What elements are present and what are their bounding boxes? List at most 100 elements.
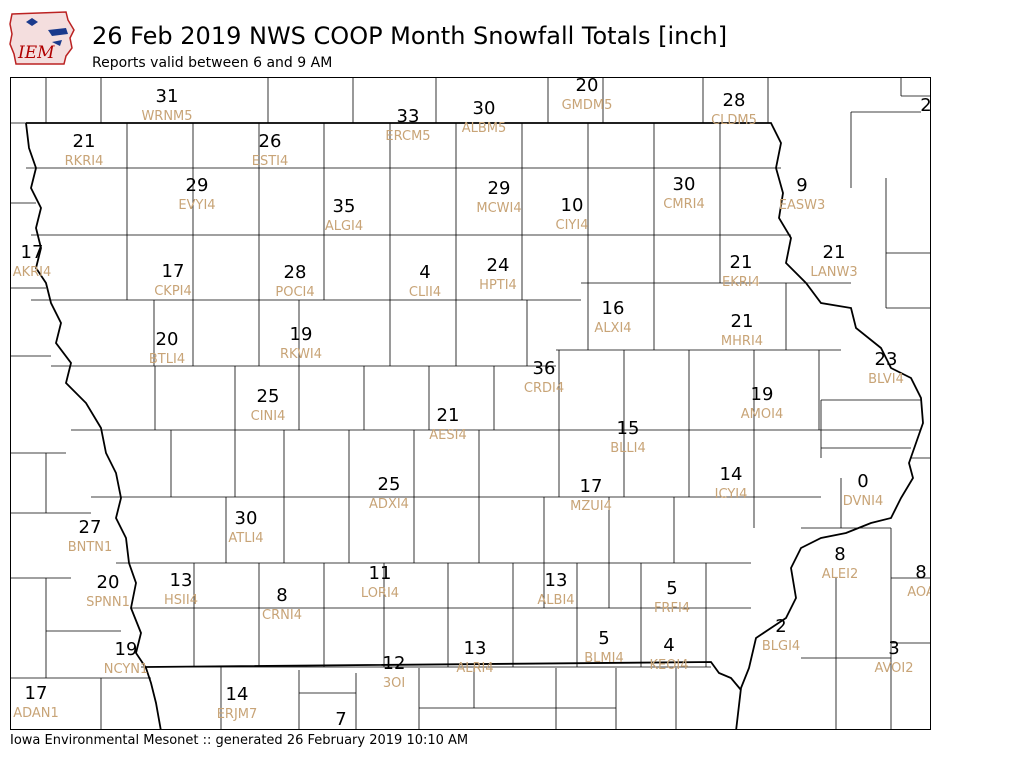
station-id: FRFI4 (653, 601, 691, 616)
snowfall-value: 25 (377, 474, 401, 495)
snowfall-value: 7 (335, 709, 347, 730)
station-id: ALXI4 (594, 321, 632, 336)
station-id: ALGI4 (324, 219, 364, 234)
station-id: ERJM7 (216, 707, 258, 722)
snowfall-value: 13 (169, 570, 193, 591)
station-id: LANW3 (810, 265, 858, 280)
snowfall-value: 28 (283, 262, 307, 283)
snowfall-value: 4 (663, 635, 675, 656)
station-id: AVOI2 (874, 661, 914, 676)
snowfall-value: 35 (332, 196, 356, 217)
station-id: 3OI (382, 676, 406, 691)
station-id: MZUI4 (570, 499, 612, 514)
station-id: ADAN1 (13, 706, 59, 721)
snowfall-value: 17 (579, 476, 603, 497)
snowfall-value: 20 (575, 77, 599, 96)
snowfall-value: 20 (155, 329, 179, 350)
snowfall-value: 0 (857, 471, 869, 492)
station-id: BLVI4 (868, 372, 904, 387)
station-id: CRDI4 (523, 381, 565, 396)
snowfall-value: 21 (436, 405, 460, 426)
station-id: ALBI4 (537, 593, 575, 608)
station-id: CLDM5 (711, 113, 757, 128)
snowfall-value: 5 (598, 628, 610, 649)
snowfall-value: 8 (276, 585, 288, 606)
snowfall-value: 23 (874, 349, 898, 370)
snowfall-value: 24 (486, 255, 510, 276)
snowfall-value: 21 (822, 242, 846, 263)
snowfall-value: 31 (155, 86, 179, 107)
station-id: ERCM5 (385, 129, 431, 144)
snowfall-value: 2 (775, 616, 787, 637)
station-id: BLGI4 (761, 639, 801, 654)
iowa-map: 31 WRNM5 33 ERCM5 30 ALBM5 20 GMDM5 28 CLDM5 2 21 RK… (10, 77, 931, 730)
station-id: MCWI4 (476, 201, 522, 216)
snowfall-value: 36 (532, 358, 556, 379)
station-id: ADXI4 (369, 497, 409, 512)
snowfall-value: 17 (20, 242, 44, 263)
station-id: EVYI4 (178, 198, 216, 213)
iem-logo: IEM (8, 8, 76, 66)
station-id: HPTI4 (479, 278, 517, 293)
footer-credit: Iowa Environmental Mesonet :: generated … (10, 733, 469, 748)
station-id: BLMI4 (584, 651, 624, 666)
snowfall-value: 21 (729, 252, 753, 273)
snowfall-value: 21 (730, 311, 754, 332)
station-id: WRNM5 (141, 109, 193, 124)
station-id: HSII4 (164, 593, 198, 608)
station-id: RKWI4 (279, 347, 323, 362)
snowfall-value: 29 (185, 175, 209, 196)
station-id: AMOI4 (740, 407, 784, 422)
snowfall-value: 2 (920, 95, 931, 116)
snowfall-value: 8 (834, 544, 846, 565)
snowfall-value: 19 (114, 639, 138, 660)
station-id: LORI4 (360, 586, 400, 601)
station-id: SPNN1 (86, 595, 130, 610)
snowfall-value: 20 (96, 572, 120, 593)
station-id: ATLI4 (228, 531, 264, 546)
snowfall-value: 15 (616, 418, 640, 439)
snowfall-value: 17 (24, 683, 48, 704)
snowfall-value: 21 (72, 131, 96, 152)
snowfall-value: 10 (560, 195, 584, 216)
snowfall-value: 30 (234, 508, 258, 529)
snowfall-value: 30 (472, 98, 496, 119)
station-id: CIYI4 (555, 218, 589, 233)
map-subtitle: Reports valid between 6 and 9 AM (92, 55, 333, 71)
station-id: MHRI4 (720, 334, 764, 349)
snowfall-value: 16 (601, 298, 625, 319)
snowfall-value: 19 (289, 324, 313, 345)
station-id: ALEI2 (821, 567, 859, 582)
station-id: CMRI4 (663, 197, 705, 212)
station-id: CLII4 (408, 285, 442, 300)
station-id: GMDM5 (561, 98, 613, 113)
snowfall-value: 19 (750, 384, 774, 405)
station-id: CRNI4 (262, 608, 302, 623)
station-id: AOA (907, 585, 930, 600)
snowfall-value: 5 (666, 578, 678, 599)
snowfall-value: 29 (487, 178, 511, 199)
snowfall-value: 9 (796, 175, 808, 196)
snowfall-value: 25 (256, 386, 280, 407)
station-id: AESI4 (429, 428, 467, 443)
snowfall-value: 11 (368, 563, 392, 584)
station-id: ESTI4 (251, 154, 289, 169)
map-title: 26 Feb 2019 NWS COOP Month Snowfall Tota… (92, 22, 728, 50)
station-id: BTLI4 (148, 352, 186, 367)
snowfall-value: 4 (419, 262, 431, 283)
station-id: ALBM5 (461, 121, 507, 136)
snowfall-value: 14 (719, 464, 743, 485)
station-id: EASW3 (778, 198, 826, 213)
station-id: BLLI4 (610, 441, 646, 456)
station-id: AKRI4 (12, 265, 52, 280)
station-id: DVNI4 (842, 494, 884, 509)
snowfall-value: 3 (888, 638, 900, 659)
snowfall-value: 14 (225, 684, 249, 705)
station-id: POCI4 (275, 285, 315, 300)
station-id: KEOI4 (649, 658, 689, 673)
snowfall-value: 27 (78, 517, 102, 538)
station-id: CKPI4 (154, 284, 192, 299)
station-id: CINI4 (250, 409, 286, 424)
snowfall-value: 26 (258, 131, 282, 152)
snowfall-value: 33 (396, 106, 420, 127)
